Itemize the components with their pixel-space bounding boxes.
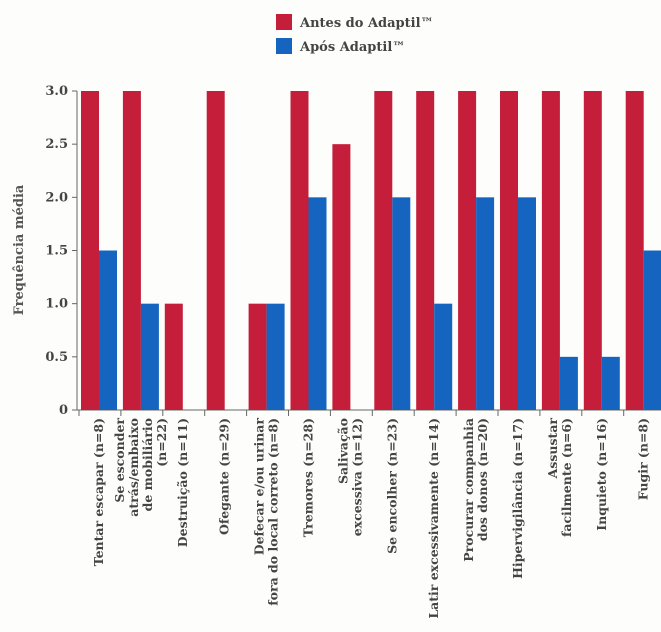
- x-category-label: atrás/embaixo: [126, 418, 141, 517]
- bar-apos: [266, 303, 285, 410]
- bar-antes: [248, 303, 267, 410]
- bar-apos: [518, 197, 536, 410]
- bar-antes: [583, 91, 602, 410]
- bar-antes: [416, 91, 435, 410]
- y-tick-label: 2.5: [45, 137, 68, 152]
- bar-apos: [559, 356, 578, 410]
- x-category-label: fora do local correto (n=8): [266, 418, 281, 606]
- x-category-label: Latir excessivamente (n=14): [426, 418, 441, 619]
- bar-antes: [206, 91, 225, 410]
- x-category-label: Fugir (n=8): [636, 418, 651, 500]
- legend-label-apos: Após Adaptil™: [299, 40, 405, 55]
- x-category-label: Se encolher (n=23): [384, 418, 399, 554]
- x-category-label: dos donos (n=20): [475, 418, 490, 541]
- x-category-label: Tremores (n=28): [301, 418, 316, 537]
- bar-antes: [541, 91, 560, 410]
- x-category-label: excessiva (n=12): [349, 418, 364, 536]
- bar-apos: [476, 197, 495, 410]
- bar-antes: [458, 91, 477, 410]
- bar-antes: [500, 91, 518, 410]
- y-axis-title: Frequência média: [12, 184, 27, 315]
- y-tick-label: 0: [59, 403, 68, 418]
- x-category-label: (n=22): [154, 418, 169, 467]
- x-category-label: Tentar escapar (n=8): [91, 418, 106, 566]
- y-tick-label: 1.5: [45, 244, 68, 259]
- bar-apos: [99, 250, 117, 410]
- bar-antes: [625, 91, 644, 410]
- x-category-label: Assustar: [545, 418, 560, 480]
- bar-apos: [601, 356, 620, 410]
- x-category-label: Inquieto (n=16): [594, 418, 609, 531]
- bar-antes: [290, 91, 309, 410]
- x-category-label: Hipervigilância (n=17): [510, 418, 525, 579]
- category-labels: Tentar escapar (n=8) Se esconderatrás/emb…: [91, 418, 651, 619]
- y-tick-label: 3.0: [45, 84, 68, 99]
- y-tick-label: 2.0: [45, 190, 68, 205]
- y-tick-label: 1.0: [45, 297, 68, 312]
- y-ticks: 0 0.5 1.0 1.5 2.0 2.5 3.0: [45, 84, 77, 418]
- bar-antes: [374, 91, 393, 410]
- bar-antes: [332, 144, 351, 410]
- legend: Antes do Adaptil™ Após Adaptil™: [276, 14, 434, 55]
- x-category-label: Se esconder: [112, 418, 127, 503]
- x-category-label: Procurar companhia: [461, 418, 476, 562]
- bar-antes: [81, 91, 99, 410]
- bars: [81, 91, 661, 410]
- bar-apos: [140, 303, 159, 410]
- x-category-label: Defecar e/ou urinar: [252, 418, 267, 556]
- x-category-label: facilmente (n=6): [559, 418, 574, 537]
- bar-antes: [164, 303, 183, 410]
- legend-swatch-apos: [276, 38, 292, 54]
- x-category-label: Ofegante (n=29): [217, 418, 232, 535]
- bar-antes: [122, 91, 141, 410]
- bar-apos: [434, 303, 453, 410]
- x-category-label: Salivação: [335, 418, 350, 484]
- bar-apos: [392, 197, 411, 410]
- legend-label-antes: Antes do Adaptil™: [299, 16, 434, 31]
- legend-swatch-antes: [276, 14, 292, 30]
- bar-apos: [643, 250, 661, 410]
- x-ticks: [78, 410, 625, 416]
- y-tick-label: 0.5: [45, 350, 68, 365]
- x-category-label: Destruição (n=11): [175, 418, 190, 547]
- x-category-label: de mobiliário: [140, 418, 155, 511]
- bar-apos: [308, 197, 327, 410]
